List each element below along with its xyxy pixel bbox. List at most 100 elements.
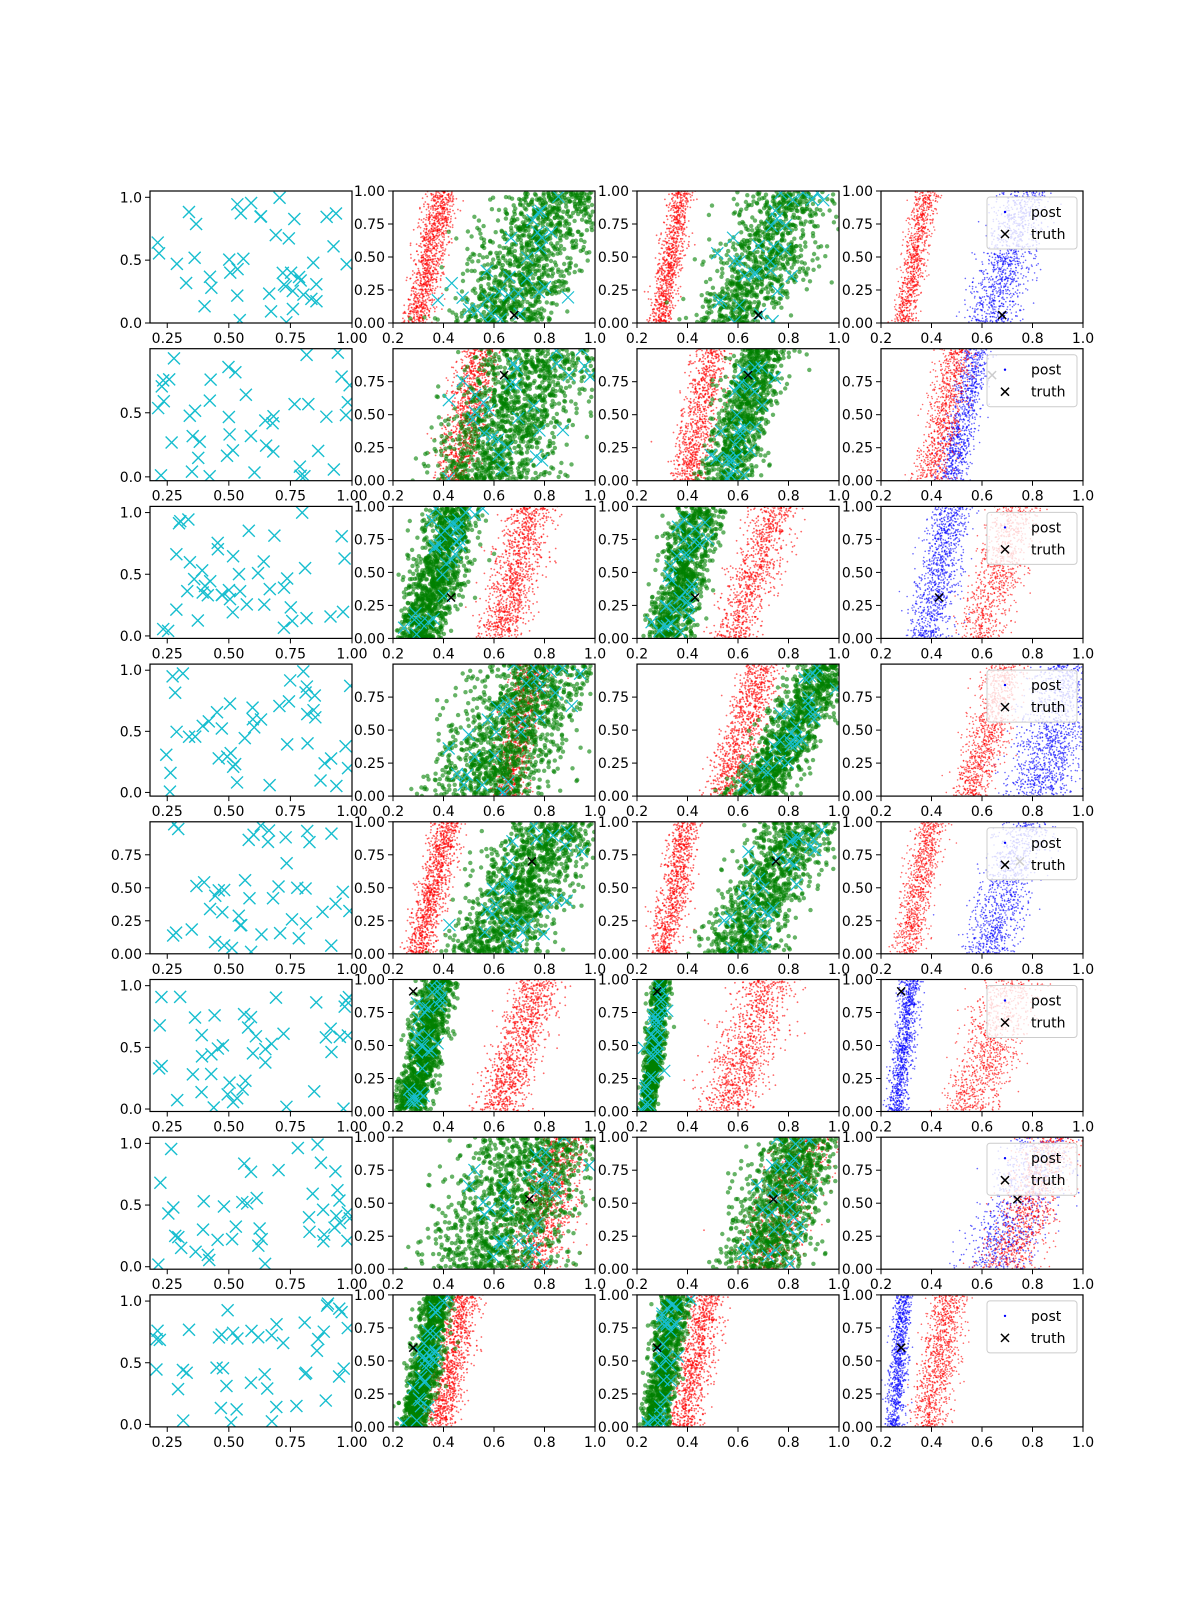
prior-point: [558, 200, 563, 206]
prior-point: [773, 266, 779, 271]
post-point: [657, 291, 659, 293]
post-point: [662, 310, 665, 313]
prior-point: [570, 245, 575, 250]
sample-cross: [531, 205, 545, 219]
prior-point: [472, 214, 477, 219]
post-point: [438, 251, 441, 253]
prior-point: [795, 259, 800, 264]
panel-posterior-3: 0.2 0.4 0.6 0.8 1.00.000.250.500.751.00postt…: [842, 184, 1094, 347]
prior-point: [477, 320, 482, 323]
post-point: [682, 193, 685, 195]
post-point: [664, 298, 667, 301]
alt-point: [1017, 271, 1019, 274]
prior-point: [799, 247, 804, 253]
post-point: [413, 308, 416, 311]
alt-point: [1006, 319, 1009, 322]
post-point: [442, 249, 444, 252]
prior-point: [538, 279, 543, 284]
post-point: [410, 306, 413, 309]
post-point: [427, 270, 429, 272]
post-point: [685, 203, 688, 205]
post-point: [415, 243, 418, 246]
post-point: [646, 319, 648, 321]
alt-point: [997, 272, 999, 274]
sample-cross: [230, 197, 244, 211]
post-point: [670, 285, 672, 287]
prior-point: [811, 251, 817, 257]
alt-point: [981, 317, 984, 320]
post-point: [451, 224, 454, 226]
sample-cross: [733, 255, 746, 268]
post-point: [664, 259, 666, 262]
post-point: [426, 256, 428, 259]
prior-point: [799, 260, 804, 265]
alt-point: [1006, 249, 1009, 251]
prior-point: [532, 317, 537, 322]
post-point: [668, 239, 670, 242]
post-point: [417, 222, 420, 224]
prior-point: [573, 263, 579, 268]
prior-point: [735, 191, 740, 195]
post-point: [445, 224, 448, 226]
sample-cross: [445, 276, 459, 290]
post-point: [665, 295, 668, 297]
x-tick-label: 0.2: [626, 331, 648, 347]
post-point: [412, 282, 415, 285]
prior-point: [737, 213, 742, 218]
prior-point: [744, 226, 749, 231]
sample-cross: [273, 191, 287, 205]
prior-point: [775, 230, 780, 236]
prior-point: [778, 266, 783, 271]
post-point: [422, 237, 425, 239]
prior-point: [532, 262, 537, 267]
prior-point: [803, 219, 808, 224]
post-point: [446, 213, 449, 216]
post-point: [672, 251, 675, 254]
prior-point: [540, 223, 546, 229]
prior-point: [559, 269, 564, 274]
post-point: [669, 202, 671, 205]
post-point: [674, 247, 677, 250]
post-point: [426, 266, 429, 269]
post-point: [672, 202, 675, 205]
sample-cross: [188, 251, 202, 265]
post-point: [452, 209, 454, 212]
post-point: [423, 272, 425, 274]
post-point: [656, 307, 659, 310]
prior-point: [778, 273, 784, 278]
post-point: [433, 298, 436, 301]
post-point: [411, 310, 414, 313]
post-point: [445, 243, 448, 246]
alt-point: [993, 261, 996, 264]
alt-point: [1011, 263, 1013, 265]
post-point: [424, 303, 427, 305]
post-point: [663, 305, 666, 308]
post-point: [672, 266, 675, 269]
post-point: [422, 230, 425, 232]
prior-point: [450, 310, 455, 315]
post-point: [447, 235, 450, 238]
post-point: [436, 207, 439, 210]
alt-point: [1006, 306, 1009, 308]
alt-point: [1010, 282, 1012, 284]
post-point: [427, 246, 430, 249]
alt-point: [992, 268, 994, 271]
sample-cross: [287, 212, 301, 226]
post-point: [435, 279, 437, 281]
post-point: [663, 271, 666, 273]
post-point: [676, 240, 678, 243]
post-point: [437, 265, 440, 267]
prior-point: [562, 246, 567, 252]
prior-point: [741, 221, 746, 226]
prior-point: [763, 204, 769, 209]
sample-cross: [309, 294, 323, 308]
alt-point: [1010, 278, 1013, 281]
post-point: [403, 304, 406, 307]
post-point: [685, 196, 687, 199]
post-point: [675, 244, 677, 247]
post-point: [411, 270, 414, 272]
post-point: [427, 288, 430, 291]
post-point: [663, 303, 665, 305]
alt-point: [1019, 319, 1022, 322]
post-point: [432, 193, 435, 196]
